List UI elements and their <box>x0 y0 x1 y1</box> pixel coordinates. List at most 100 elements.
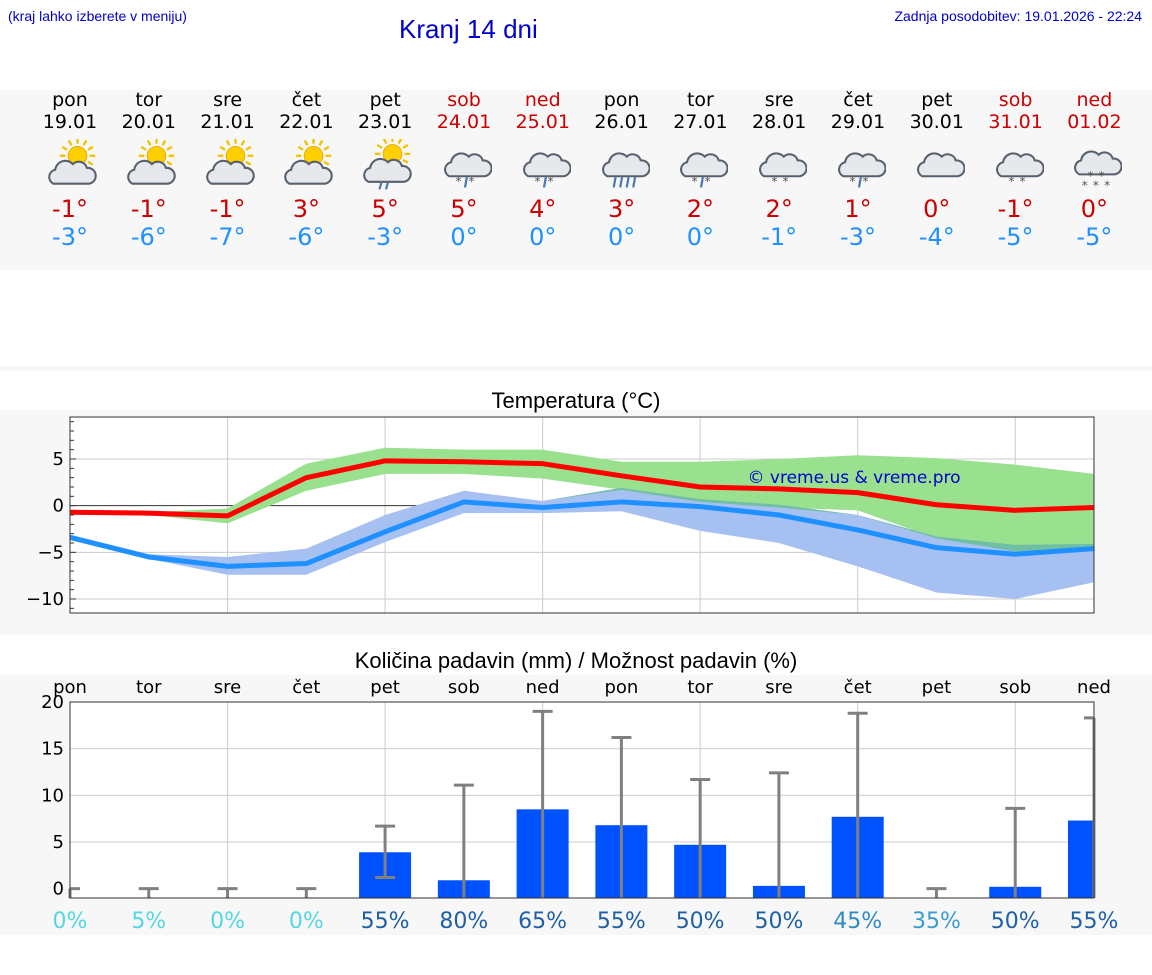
day-date: 22.01 <box>279 111 334 133</box>
day-label: tor <box>687 677 713 698</box>
temp-min: -5° <box>1076 223 1113 251</box>
precip-probability: 55% <box>597 909 646 934</box>
svg-text:*: * <box>455 175 461 189</box>
temp-max: 1° <box>844 195 872 223</box>
temp-max: 4° <box>529 195 557 223</box>
day-label: pon <box>604 677 638 698</box>
svg-text:*: * <box>862 175 868 189</box>
temp-min: -6° <box>130 223 167 251</box>
temp-max: -1° <box>52 195 88 223</box>
svg-text:*: * <box>1008 175 1014 189</box>
temp-min: -3° <box>840 223 876 251</box>
day-column: sob 31.01 * * -1° -5° <box>976 89 1056 259</box>
separator-band <box>0 366 1152 371</box>
temp-max: -1° <box>130 195 167 223</box>
day-label: ned <box>526 677 560 698</box>
temp-min: -6° <box>288 223 325 251</box>
svg-text:*: * <box>692 175 698 189</box>
day-date: 01.02 <box>1067 111 1122 133</box>
min-range-band <box>70 487 1094 599</box>
temp-min: 0° <box>450 223 478 251</box>
temperature-chart: 5 0 −5 −10 © vreme.us & vreme.pro <box>26 416 1095 614</box>
location-menu-hint[interactable]: (kraj lahko izberete v meniju) <box>8 8 187 24</box>
min-temp-line <box>69 499 1095 569</box>
cloud-sleet-icon: * * <box>680 152 729 189</box>
day-column: pet 30.01 0° -4° <box>897 89 977 259</box>
day-date: 19.01 <box>42 111 98 133</box>
temp-min: -1° <box>761 223 798 251</box>
y-tick-label: 5 <box>53 449 64 470</box>
day-name: pet <box>921 89 953 111</box>
day-date: 23.01 <box>357 111 413 133</box>
precip-probability: 0% <box>53 909 88 934</box>
temp-min: 0° <box>607 223 636 251</box>
day-date: 24.01 <box>436 111 492 133</box>
day-name: sre <box>213 89 243 111</box>
precip-probability: 80% <box>439 909 488 934</box>
temp-max: -1° <box>209 195 246 223</box>
day-label: pet <box>370 677 400 698</box>
temp-min: 0° <box>529 223 557 251</box>
cloud-snow-icon: * * <box>759 152 808 189</box>
day-label: pon <box>53 677 87 698</box>
temp-min: -3° <box>52 223 88 251</box>
cloud-snow-icon: * * <box>995 152 1044 189</box>
y-tick-label: 0 <box>53 496 64 517</box>
svg-text:*: * <box>534 175 540 189</box>
day-date: 21.01 <box>200 111 255 133</box>
sun-cloud-icon <box>284 139 334 185</box>
y-tick-label: 5 <box>53 832 64 853</box>
svg-text:*: * <box>547 175 553 189</box>
day-name: pon <box>603 89 640 111</box>
day-date: 28.01 <box>751 111 807 133</box>
day-column: pon 26.01 3° 0° <box>582 89 662 259</box>
temp-min: -7° <box>209 223 246 251</box>
day-date: 25.01 <box>515 111 570 133</box>
plot-frame <box>69 416 1095 614</box>
daily-forecast-panel <box>0 90 1152 270</box>
day-name: sob <box>998 89 1033 111</box>
day-name: pet <box>369 89 401 111</box>
sun-cloud-icon <box>126 139 176 185</box>
day-column: sre 21.01 -1° -7° <box>188 89 268 259</box>
sun-cloud-icon <box>205 139 255 185</box>
last-updated: Zadnja posodobitev: 19.01.2026 - 22:24 <box>894 8 1142 24</box>
temp-max: 3° <box>292 195 321 223</box>
day-date: 29.01 <box>830 111 886 133</box>
day-date: 20.01 <box>121 111 176 133</box>
day-column: ned 25.01 * * 4° 0° <box>503 89 583 259</box>
day-date: 30.01 <box>909 111 964 133</box>
precip-probability: 65% <box>518 909 567 934</box>
day-column: pet 23.01 5° -3° <box>345 89 425 259</box>
plot-frame <box>69 701 1095 899</box>
temp-max: -1° <box>997 195 1034 223</box>
svg-text:*: * <box>1019 175 1025 189</box>
y-tick-label: 20 <box>41 692 64 713</box>
day-name: ned <box>1076 89 1113 111</box>
precip-probability: 0% <box>210 909 245 934</box>
temp-max: 2° <box>686 195 715 223</box>
svg-text:*: * <box>1082 178 1088 192</box>
y-tick-label: 15 <box>41 739 64 760</box>
y-tick-label: 10 <box>41 785 64 806</box>
svg-text:*: * <box>772 175 778 189</box>
precip-probability: 55% <box>1070 909 1119 934</box>
svg-text:*: * <box>1088 169 1094 183</box>
day-column: ned 01.02 * * * * * 0° -5° <box>1054 89 1134 259</box>
day-name: sob <box>447 89 481 111</box>
cloud-icon <box>916 152 965 178</box>
day-label: sob <box>448 677 480 698</box>
precip-probability: 45% <box>833 909 882 934</box>
svg-text:*: * <box>1099 169 1105 183</box>
watermark: © vreme.us & vreme.pro <box>747 468 960 488</box>
y-tick-label: −10 <box>26 589 64 610</box>
day-column: pon 19.01 -1° -3° <box>30 89 110 259</box>
precip-probability: 50% <box>754 909 803 934</box>
svg-text:*: * <box>849 175 855 189</box>
svg-text:*: * <box>705 175 711 189</box>
day-column: čet 22.01 3° -6° <box>266 89 346 259</box>
precip-probability: 35% <box>912 909 961 934</box>
temp-max: 2° <box>765 195 793 223</box>
temp-min: -5° <box>997 223 1034 251</box>
temp-max: 3° <box>607 195 636 223</box>
